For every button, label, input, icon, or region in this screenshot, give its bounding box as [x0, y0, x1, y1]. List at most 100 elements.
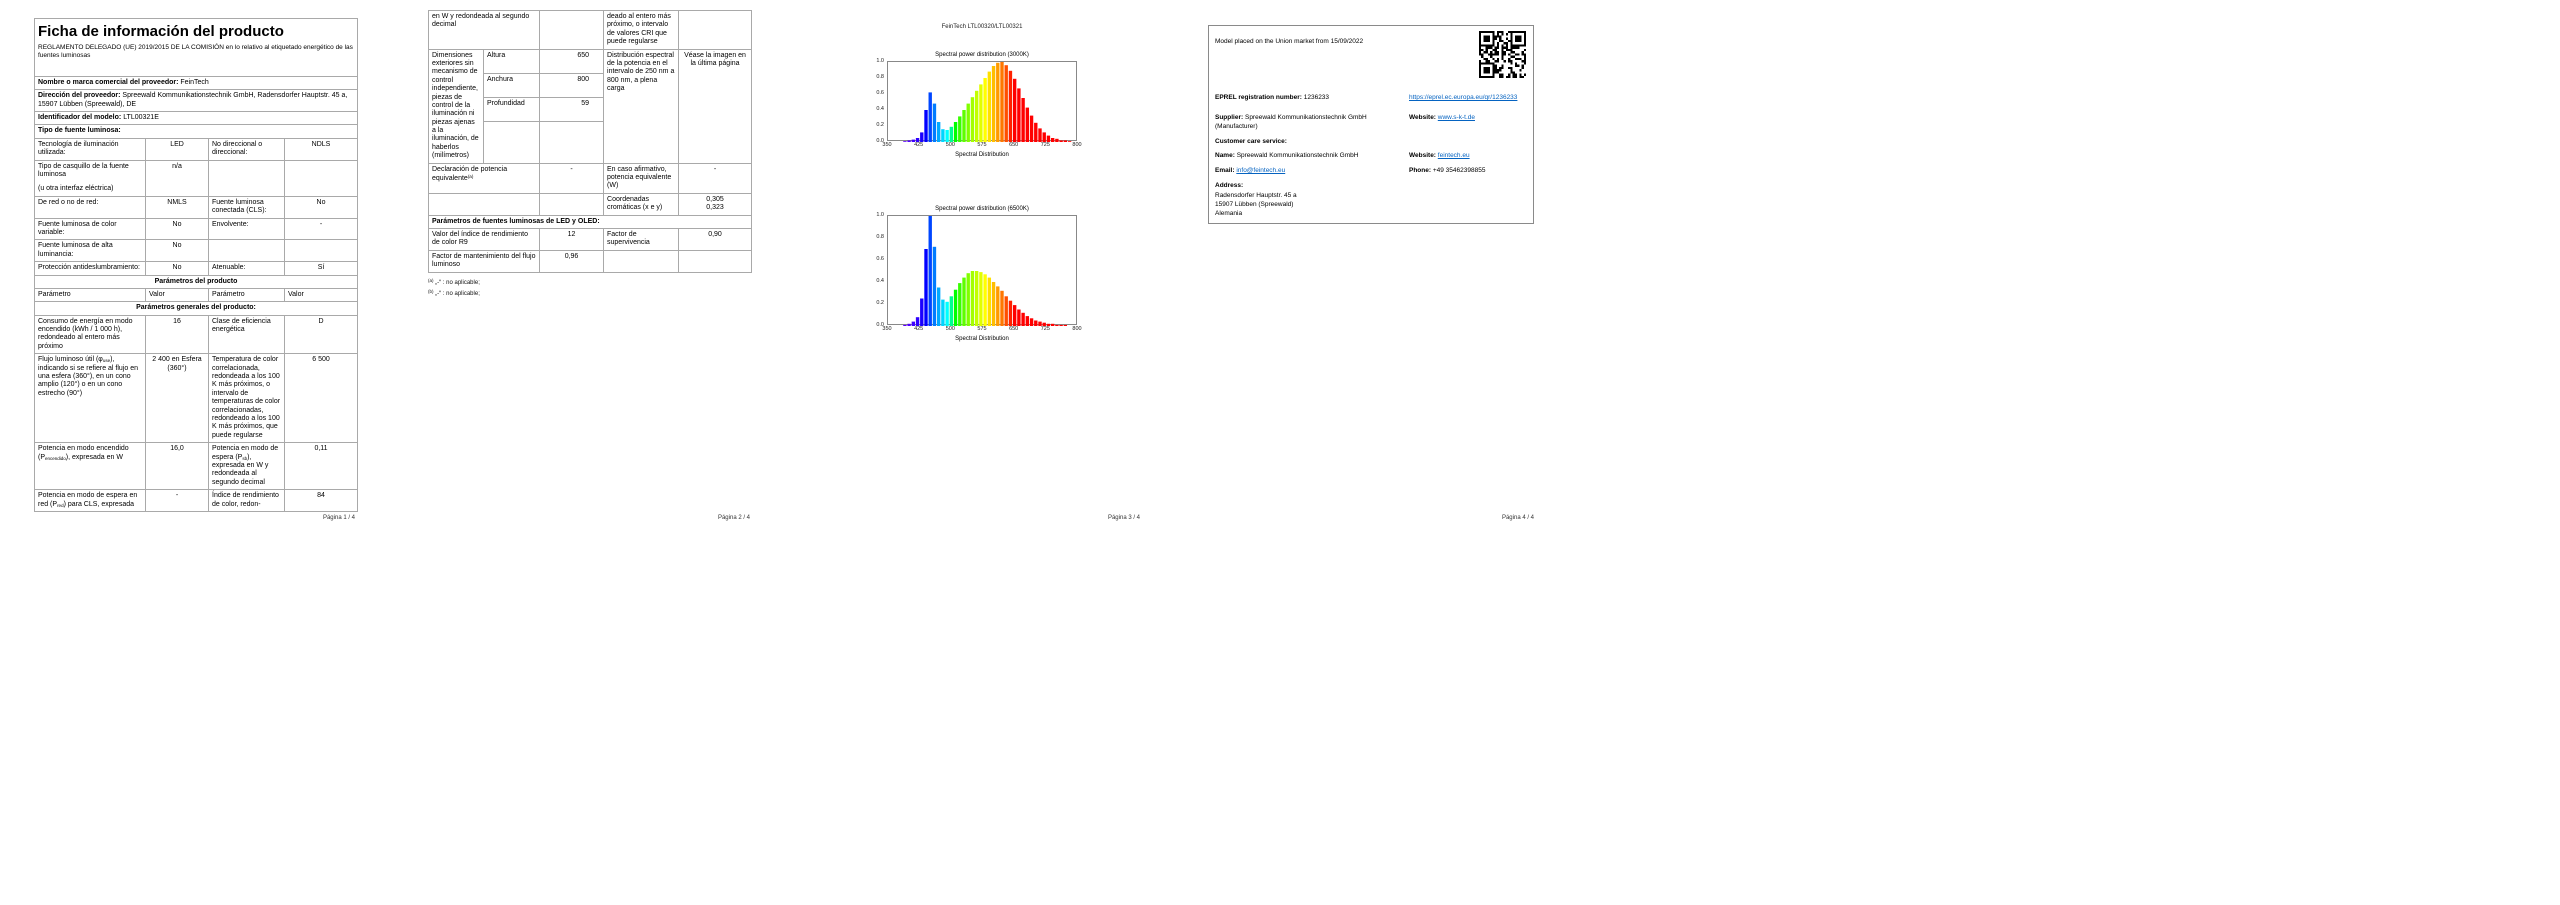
eprel-label: EPREL registration number: [1215, 94, 1302, 101]
table-row: Consumo de energía en modo encendido (kW… [34, 314, 358, 355]
email-label: Email: [1215, 167, 1235, 174]
eprel-link[interactable]: https://eprel.ec.europa.eu/qr/1236233 [1409, 94, 1518, 101]
column-header: Parámetro [34, 287, 146, 303]
supplier-row: Supplier: Spreewald Kommunikationstechni… [1215, 114, 1527, 132]
y-tick-label: 0.8 [876, 234, 884, 240]
x-tick-label: 650 [1009, 142, 1019, 148]
x-tick-label: 725 [1040, 326, 1050, 332]
care-name-row: Name: Spreewald Kommunikationstechnik Gm… [1215, 152, 1527, 161]
chart-title-3000k: Spectral power distribution (3000K) [935, 52, 1029, 58]
param-label: Consumo de energía en modo encendido (kW… [34, 314, 146, 355]
cap-label-line1: Tipo de casquillo de la fuente luminosa [38, 162, 129, 178]
column-header: Parámetro [208, 287, 285, 303]
x-tick-label: 500 [945, 326, 955, 332]
table-row: Parámetros del producto [34, 274, 358, 289]
param-value: 12 [539, 227, 605, 251]
y-axis-tick-labels: 0.0 0.2 0.4 0.6 0.8 1.0 [871, 58, 887, 144]
page-footer-1: Página 1 / 4 [322, 515, 355, 521]
param-label: No direccional o direccional: [208, 137, 285, 161]
y-axis-tick-labels: 0.0 0.2 0.4 0.6 0.8 1.0 [871, 212, 887, 328]
x-tick-label: 350 [882, 326, 892, 332]
y-tick-label: 0.6 [876, 256, 884, 262]
spectral-distribution-value: Véase la imagen en la última página [678, 48, 753, 164]
dimension-value: 650 [539, 48, 605, 74]
supplier-value: Spreewald Kommunikationstechnik GmbH (Ma… [1215, 114, 1367, 130]
param-value [678, 10, 753, 50]
x-axis-tick-labels: 350 425 500 575 650 725 800 [882, 141, 1081, 149]
param-label: Envolvente: [208, 217, 285, 241]
param-value [539, 10, 605, 50]
table-row: Parámetros generales del producto: [34, 301, 358, 316]
table-row: Valor del índice de rendimiento de color… [427, 227, 753, 251]
table-row: Fuente luminosa de color variable: No En… [34, 217, 358, 241]
dimensions-label: Dimensiones exteriores sin mecanismo de … [428, 48, 484, 164]
empty-cell [539, 120, 605, 164]
x-tick-label: 800 [1072, 326, 1082, 332]
dimension-value: 59 [539, 96, 605, 122]
supplier-address-cell: Dirección del proveedor: Spreewald Kommu… [34, 89, 358, 113]
supplier-name-cell: Nombre o marca comercial del proveedor: … [34, 75, 358, 91]
customer-care-header-text: Customer care service: [1215, 138, 1287, 145]
dimension-name: Profundidad [482, 96, 541, 122]
footnote-a: (a) „-“ : no aplicable; [428, 277, 751, 288]
chromaticity-y: 0,323 [706, 204, 724, 212]
table-row: en W y redondeada al segundo decimal dea… [427, 10, 753, 50]
param-value: 16 [145, 314, 209, 355]
param-label: Factor de mantenimiento del flujo lumino… [427, 249, 541, 273]
care-website-link[interactable]: feintech.eu [1437, 152, 1470, 159]
spectral-distribution-label: Distribución espectral de la potencia en… [603, 48, 680, 164]
model-id-label: Identificador del modelo: [38, 114, 122, 122]
y-tick-label: 0.2 [876, 122, 884, 128]
param-label: Temperatura de color correlacionada, red… [208, 353, 285, 444]
website-cell: Website: www.s-k-t.de [1409, 114, 1527, 132]
email-cell: Email: info@feintech.eu [1215, 167, 1409, 176]
param-label [208, 159, 285, 197]
x-tick-label: 650 [1009, 326, 1019, 332]
param-label: Tecnología de iluminación utilizada: [34, 137, 146, 161]
param-label: Coordenadas cromáticas (x e y) [603, 192, 680, 216]
param-label: Fuente luminosa de color variable: [34, 217, 146, 241]
spectral-chart-6500k: Spectral power distribution (6500K) 0.0 0… [871, 206, 1081, 342]
param-value: No [145, 239, 209, 263]
table-row: Identificador del modelo: LTL00321E [34, 111, 358, 126]
x-axis-title: Spectral Distribution [955, 152, 1009, 158]
eprel-link-cell: https://eprel.ec.europa.eu/qr/1236233 [1409, 94, 1527, 103]
supplier-website-link[interactable]: www.s-k-t.de [1437, 114, 1475, 121]
y-tick-label: 0.8 [876, 74, 884, 80]
y-tick-label: 0.0 [876, 138, 884, 144]
customer-care-header: Customer care service: [1215, 138, 1527, 147]
param-value: n/a [145, 159, 209, 197]
eprel-number: 1236233 [1303, 94, 1330, 101]
param-value: No [145, 217, 209, 241]
email-link[interactable]: info@feintech.eu [1236, 167, 1286, 174]
param-label: deado al entero más próximo, o intervalo… [603, 10, 680, 50]
x-axis-tick-labels: 350 425 500 575 650 725 800 [882, 325, 1081, 333]
x-tick-label: 425 [914, 326, 924, 332]
website-label: Website: [1409, 114, 1436, 121]
page-3: FeinTech LTL00320/LTL00321 Spectral powe… [871, 24, 1081, 342]
param-value: NMLS [145, 195, 209, 219]
param-label: De red o no de red: [34, 195, 146, 219]
product-fiche-table: Ficha de información del producto REGLAM… [34, 18, 358, 512]
param-label: Fuente luminosa conectada (CLS): [208, 195, 285, 219]
y-tick-label: 1.0 [876, 58, 884, 64]
page-4-supplier-box: Model placed on the Union market from 15… [1208, 25, 1534, 224]
param-value: No [284, 195, 358, 219]
supplier-label: Supplier: [1215, 114, 1244, 121]
plot-row: 0.0 0.2 0.4 0.6 0.8 1.0 [871, 58, 1077, 144]
light-source-type-header: Tipo de fuente luminosa: [34, 124, 358, 139]
market-placement-text: Model placed on the Union market from 15… [1215, 38, 1364, 45]
param-value: 6 500 [284, 353, 358, 444]
column-header: Valor [145, 287, 209, 303]
param-label: Índice de rendimiento de color, redon- [208, 489, 285, 512]
care-name-cell: Name: Spreewald Kommunikationstechnik Gm… [1215, 152, 1409, 161]
x-tick-label: 575 [977, 142, 987, 148]
phone-value: +49 35462398855 [1432, 167, 1486, 174]
charts-page-header: FeinTech LTL00320/LTL00321 [941, 24, 1023, 30]
param-value: No [145, 261, 209, 276]
x-axis-title: Spectral Distribution [955, 336, 1009, 342]
footnote-a-text: „-“ : no aplicable; [435, 279, 480, 286]
param-value: Sí [284, 261, 358, 276]
table-row: Tecnología de iluminación utilizada: LED… [34, 137, 358, 161]
title-cell: Ficha de información del producto REGLAM… [34, 18, 358, 77]
